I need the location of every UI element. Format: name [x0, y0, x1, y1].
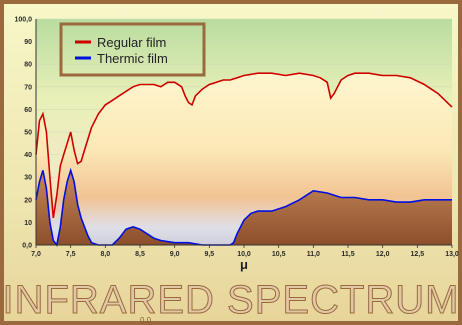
y-tick-label: 10 — [24, 220, 32, 227]
y-tick-label: 90 — [24, 39, 32, 46]
x-tick-label: 13,0 — [445, 251, 459, 258]
y-tick-label: 60 — [24, 107, 32, 114]
legend: Regular film Thermic film — [59, 22, 206, 77]
x-tick-label: 10,0 — [237, 251, 251, 258]
y-tick-label: 0,0 — [22, 243, 32, 250]
stray-label: 0.0 — [140, 316, 152, 325]
x-tick-label: 7,0 — [31, 251, 41, 258]
x-tick-label: 11,0 — [307, 251, 320, 258]
regular-film-line — [35, 72, 453, 219]
x-tick-label: 11,5 — [341, 251, 354, 258]
x-tick-label: 10,5 — [272, 251, 286, 258]
x-tick-labels: 7,0 7,5 8,0 8,5 9,0 9,5 10,0 10,5 11,0 11,5 12,0 12… — [31, 245, 459, 258]
legend-label-thermic: Thermic film — [97, 51, 168, 66]
y-tick-label: 70 — [24, 84, 32, 91]
x-tick-label: 8,5 — [135, 251, 145, 258]
x-tick-label: 12,5 — [411, 251, 425, 258]
y-tick-label: 50 — [24, 130, 32, 137]
x-tick-label: 12,0 — [376, 251, 390, 258]
y-tick-label: 30 — [24, 175, 32, 182]
chart-title-banner: INFRARED SPECTRUM — [2, 278, 460, 323]
legend-box — [59, 22, 206, 77]
x-tick-label: 9,5 — [204, 251, 214, 258]
y-tick-labels: 0,0 10 20 30 40 50 60 70 80 90 100,0 — [14, 17, 32, 250]
y-tick-label: 40 — [24, 152, 32, 159]
x-tick-label: 9,0 — [170, 251, 180, 258]
x-axis-label: μ — [240, 257, 248, 272]
y-tick-label: 80 — [24, 62, 32, 69]
thermic-film-line — [35, 167, 452, 247]
thermic-film-area — [36, 170, 452, 245]
legend-label-regular: Regular film — [97, 35, 166, 50]
y-tick-label: 100,0 — [14, 17, 32, 24]
x-tick-label: 8,0 — [100, 251, 110, 258]
x-tick-label: 7,5 — [66, 251, 76, 258]
y-tick-label: 20 — [24, 197, 32, 204]
